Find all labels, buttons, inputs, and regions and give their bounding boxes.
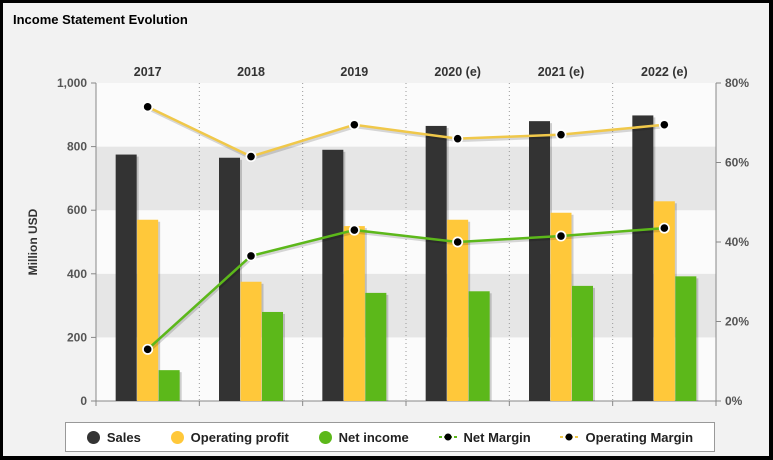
net-margin-point[interactable] bbox=[660, 224, 669, 232]
bar-net-income[interactable] bbox=[262, 311, 283, 401]
legend-item-net-margin[interactable]: Net Margin bbox=[438, 429, 531, 445]
chart-plot: 0 200 400 600 800 1,000 0% 20% 40% 60% 80% 2017 2018… bbox=[26, 65, 749, 408]
y-tick-label: 600 bbox=[67, 203, 87, 217]
bar-net-income[interactable] bbox=[572, 285, 593, 401]
y2-tick-label: 0% bbox=[725, 394, 743, 408]
y-tick-label: 400 bbox=[67, 267, 87, 281]
legend-item-operating-profit[interactable]: Operating profit bbox=[170, 429, 289, 445]
bar-sales[interactable] bbox=[219, 157, 240, 401]
operating-margin-swatch bbox=[560, 433, 579, 441]
operating-margin-point[interactable] bbox=[247, 152, 255, 161]
y2-tick-label: 80% bbox=[725, 76, 749, 90]
y2-tick-label: 40% bbox=[725, 235, 749, 249]
category-label: 2022 (e) bbox=[641, 65, 688, 79]
net-margin-line bbox=[146, 226, 665, 351]
operating-profit-swatch bbox=[170, 430, 184, 444]
net-margin-point[interactable] bbox=[143, 345, 152, 354]
chart-panel: Income Statement Evolution 0 200 400 600 800… bbox=[3, 3, 769, 456]
bar-operating-profit[interactable] bbox=[550, 212, 572, 401]
chart-legend: Sales Operating profit Net income Net Ma… bbox=[65, 422, 715, 452]
category-label: 2018 bbox=[237, 65, 265, 79]
bar-sales[interactable] bbox=[632, 115, 654, 401]
net-margin-point[interactable] bbox=[350, 226, 359, 234]
bar-operating-profit[interactable] bbox=[653, 201, 675, 401]
category-label: 2020 (e) bbox=[434, 65, 481, 79]
net-margin-point[interactable] bbox=[247, 252, 255, 260]
legend-line-dot bbox=[444, 433, 452, 441]
bar-operating-profit[interactable] bbox=[137, 219, 159, 401]
legend-item-sales[interactable]: Sales bbox=[86, 429, 141, 445]
bar-sales[interactable] bbox=[322, 149, 344, 401]
legend-label-operating-margin: Operating Margin bbox=[585, 429, 694, 445]
bar-operating-profit[interactable] bbox=[343, 226, 365, 401]
operating-margin-point[interactable] bbox=[453, 134, 462, 143]
net-margin-line-shadow bbox=[147, 228, 666, 353]
legend-item-net-income[interactable]: Net income bbox=[318, 429, 409, 445]
y-tick-label: 200 bbox=[67, 330, 87, 344]
y2-tick-label: 20% bbox=[725, 315, 749, 329]
legend-label-operating-profit: Operating profit bbox=[190, 429, 289, 445]
category-label: 2021 (e) bbox=[538, 65, 585, 79]
bar-net-income[interactable] bbox=[365, 292, 387, 401]
net-margin-point[interactable] bbox=[453, 238, 462, 246]
y-tick-label: 1,000 bbox=[57, 76, 87, 90]
y2-tick-label: 60% bbox=[725, 156, 749, 170]
category-label: 2017 bbox=[134, 65, 162, 79]
bar-operating-profit[interactable] bbox=[447, 219, 469, 401]
legend-item-operating-margin[interactable]: Operating Margin bbox=[560, 430, 693, 445]
sales-swatch bbox=[86, 430, 100, 444]
grid-band-4 bbox=[96, 83, 716, 147]
bar-net-income[interactable] bbox=[468, 291, 490, 401]
bar-net-income[interactable] bbox=[158, 370, 180, 401]
net-margin-swatch bbox=[438, 433, 457, 441]
bar-sales[interactable] bbox=[529, 121, 550, 401]
operating-margin-line-shadow bbox=[148, 107, 666, 161]
net-margin-point[interactable] bbox=[557, 232, 565, 240]
bar-operating-profit[interactable] bbox=[240, 281, 262, 401]
operating-margin-point[interactable] bbox=[660, 120, 669, 129]
bar-net-income[interactable] bbox=[675, 276, 697, 401]
y-tick-label: 0 bbox=[80, 394, 87, 408]
chart-title: Income Statement Evolution bbox=[13, 12, 188, 27]
operating-margin-point[interactable] bbox=[350, 120, 359, 129]
legend-label-sales: Sales bbox=[106, 429, 141, 445]
operating-margin-line bbox=[147, 105, 665, 158]
grid-band-0 bbox=[96, 337, 716, 401]
bar-sales[interactable] bbox=[115, 154, 137, 401]
bar-sales[interactable] bbox=[425, 125, 447, 402]
grid-band-3 bbox=[96, 146, 716, 211]
operating-margin-point[interactable] bbox=[557, 130, 565, 139]
category-label: 2019 bbox=[340, 65, 368, 79]
operating-margin-point[interactable] bbox=[143, 103, 152, 111]
legend-label-net-income: Net income bbox=[338, 429, 409, 445]
y-tick-label: 800 bbox=[67, 140, 87, 154]
grid-band-1 bbox=[96, 273, 716, 338]
legend-line-dot bbox=[565, 433, 573, 441]
y-axis-title: Million USD bbox=[26, 208, 40, 275]
net-income-swatch bbox=[318, 430, 332, 444]
legend-label-net-margin: Net Margin bbox=[463, 429, 531, 445]
